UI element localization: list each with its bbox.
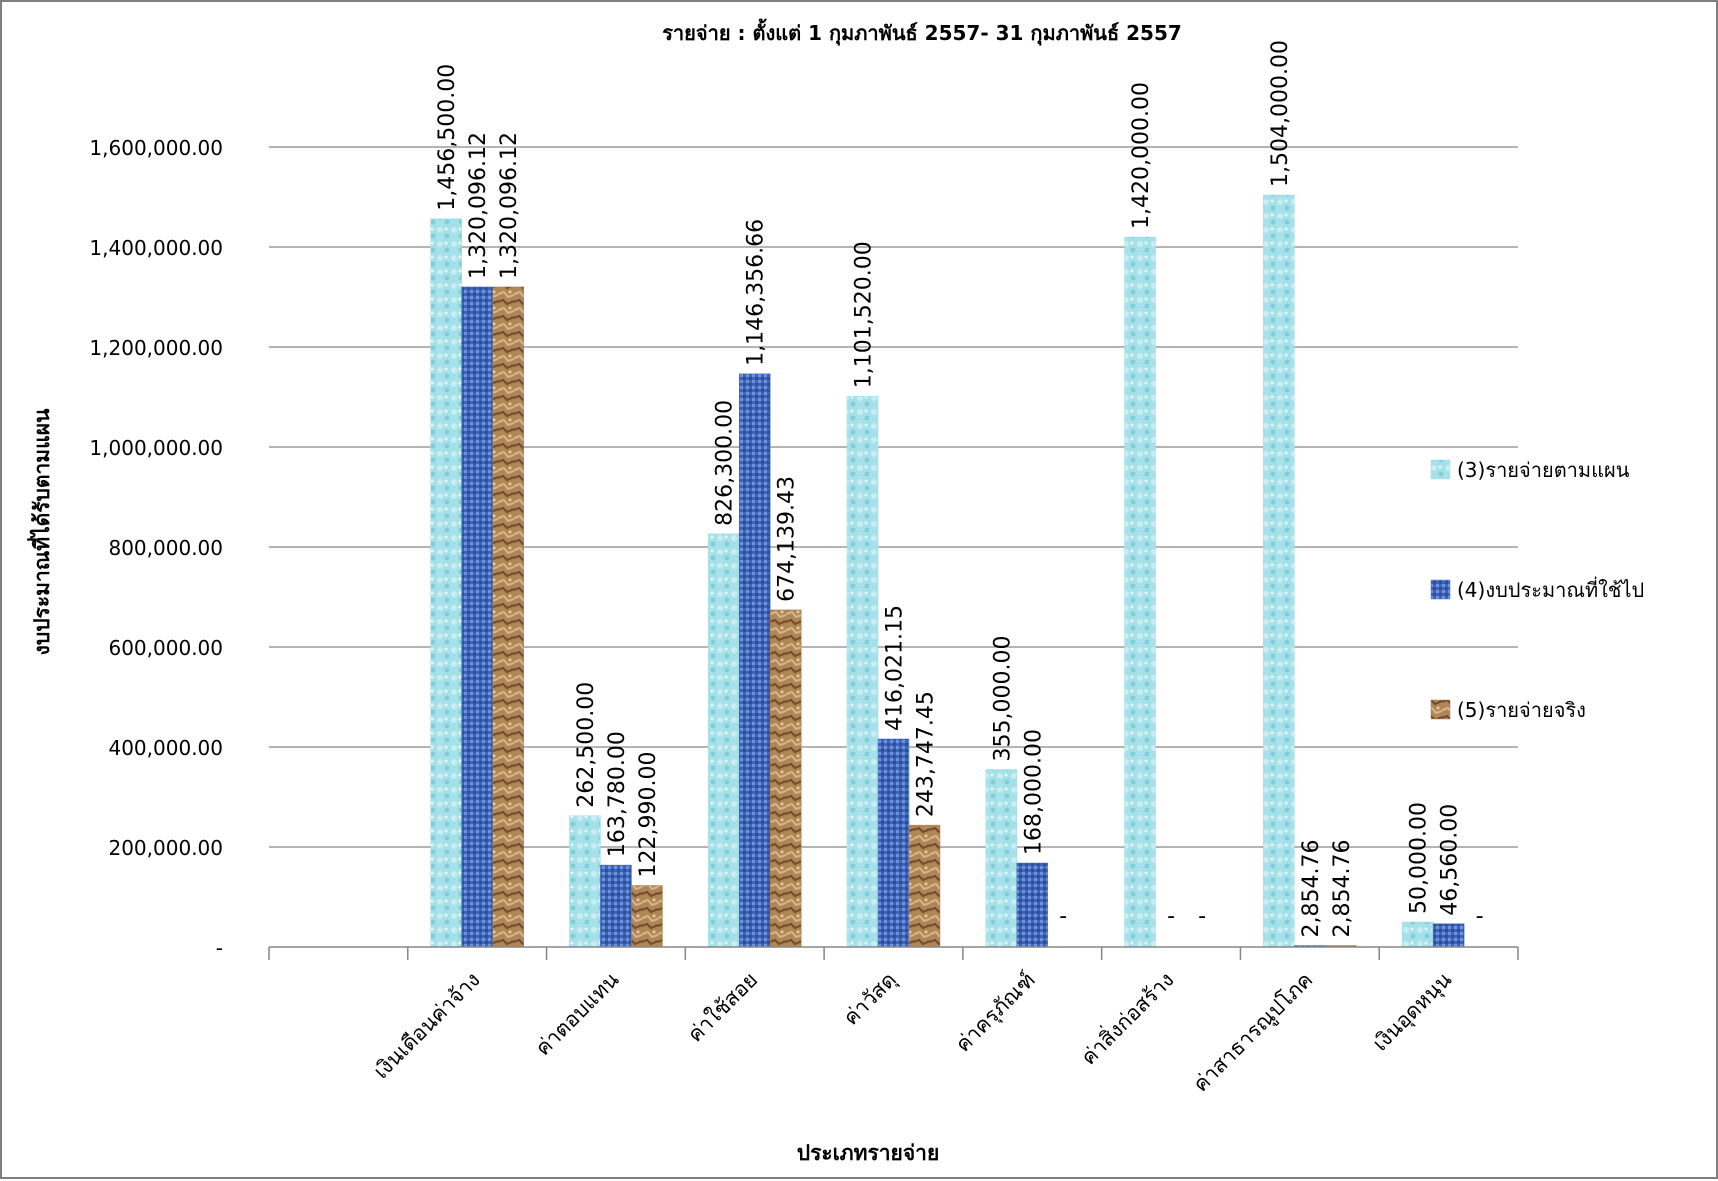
data-labels: 1,456,500.00 262,500.00 826,300.00 1,101,52… (435, 40, 1483, 937)
legend-swatch (1430, 699, 1451, 720)
x-axis (268, 946, 1519, 960)
bar-series-3 (1124, 236, 1156, 948)
data-label: 1,101,520.00 (852, 241, 877, 388)
x-tick-label: ค่าตอบแทน (531, 968, 624, 1061)
x-tick-label: ค่าสิ่งก่อสร้าง (1074, 965, 1178, 1069)
bar-series-4 (738, 373, 771, 948)
bar-series-5 (631, 885, 663, 948)
x-tick-label: เงินเดือนค่าจ้าง (369, 968, 485, 1084)
bar-series-3 (430, 218, 462, 948)
data-label: 122,990.00 (636, 752, 661, 878)
data-label: 50,000.00 (1407, 802, 1432, 914)
y-tick-label: 400,000.00 (108, 736, 223, 760)
y-tick-label: 1,200,000.00 (89, 336, 223, 360)
bar-series-4 (461, 286, 493, 948)
y-axis-title: งบประมาณที่ได้รับตามแผน (26, 408, 54, 655)
y-tick-label: - (216, 936, 223, 960)
legend-label: (3)รายจ่ายตามแผน (1457, 458, 1630, 482)
bar-series-3 (1401, 921, 1434, 948)
bar-series-3 (985, 769, 1018, 948)
legend-item: (3)รายจ่ายตามแผน (1430, 458, 1630, 482)
bar-series-5 (492, 286, 524, 948)
x-axis-title: ประเภทรายจ่าย (797, 1141, 940, 1165)
bar-series-3 (1263, 194, 1295, 948)
data-label: 262,500.00 (574, 682, 599, 808)
y-tick-label: 1,400,000.00 (89, 236, 223, 260)
bar-series-3 (707, 533, 740, 948)
x-axis-tick-labels: เงินเดือนค่าจ้าง ค่าตอบแทน ค่าใช้สอย ค่าวัส… (369, 965, 1457, 1097)
legend-label: (4)งบประมาณที่ใช้ไป (1457, 576, 1644, 602)
data-label: 243,747.45 (914, 691, 939, 817)
x-tick-label: ค่าใช้สอย (683, 968, 762, 1047)
legend-swatch (1430, 579, 1451, 600)
data-label: 2,854.76 (1299, 840, 1324, 938)
data-label: 1,320,096.12 (497, 132, 522, 279)
data-label: - (1167, 904, 1175, 929)
y-axis-tick-labels: - 200,000.00 400,000.00 600,000.00 800,000.0… (89, 136, 223, 960)
legend-item: (5)รายจ่ายจริง (1430, 698, 1586, 722)
y-tick-label: 600,000.00 (108, 636, 223, 660)
data-label: - (1198, 904, 1206, 929)
data-label: 674,139.43 (775, 476, 800, 602)
bar-series-5 (908, 824, 941, 948)
data-label: 2,854.76 (1330, 840, 1355, 938)
bar-series-3 (846, 395, 879, 948)
data-label: - (1059, 904, 1067, 929)
bar-series-4 (1016, 862, 1049, 948)
y-tick-label: 800,000.00 (108, 536, 223, 560)
bar-series (430, 194, 1465, 948)
chart-title: รายจ่าย : ตั้งแต่ 1 กุมภาพันธ์ 2557- 31 … (662, 18, 1182, 46)
y-tick-label: 1,000,000.00 (89, 436, 223, 460)
data-label: - (1476, 904, 1484, 929)
y-tick-label: 200,000.00 (108, 836, 223, 860)
bar-series-3 (569, 815, 601, 948)
legend-item: (4)งบประมาณที่ใช้ไป (1430, 576, 1644, 602)
data-label: 416,021.15 (883, 605, 908, 731)
bar-series-4 (877, 738, 910, 948)
data-label: 1,456,500.00 (435, 64, 460, 211)
data-label: 826,300.00 (713, 400, 738, 526)
data-label: 355,000.00 (990, 636, 1015, 762)
data-label: 1,504,000.00 (1268, 40, 1293, 187)
legend-label: (5)รายจ่ายจริง (1457, 698, 1586, 722)
bar-series-4 (600, 864, 632, 948)
data-label: 1,320,096.12 (466, 132, 491, 279)
legend: (3)รายจ่ายตามแผน (4)งบประมาณที่ใช้ไป (5)รา… (1430, 458, 1644, 722)
bar-series-4 (1432, 923, 1465, 948)
data-label: 1,420,000.00 (1129, 82, 1154, 229)
x-tick-label: ค่าสาธารณูปโภค (1188, 968, 1318, 1098)
data-label: 1,146,356.66 (744, 219, 769, 366)
data-label: 163,780.00 (605, 731, 630, 857)
data-label: 168,000.00 (1021, 729, 1046, 855)
x-tick-label: เงินอุดหนุน (1368, 968, 1457, 1057)
legend-swatch (1430, 459, 1451, 480)
y-tick-label: 1,600,000.00 (89, 136, 223, 160)
x-tick-label: ค่าครุภัณฑ์ (951, 968, 1041, 1058)
x-tick-label: ค่าวัสดุ (839, 968, 902, 1031)
data-label: 46,560.00 (1438, 804, 1463, 916)
bar-series-5 (769, 609, 802, 948)
